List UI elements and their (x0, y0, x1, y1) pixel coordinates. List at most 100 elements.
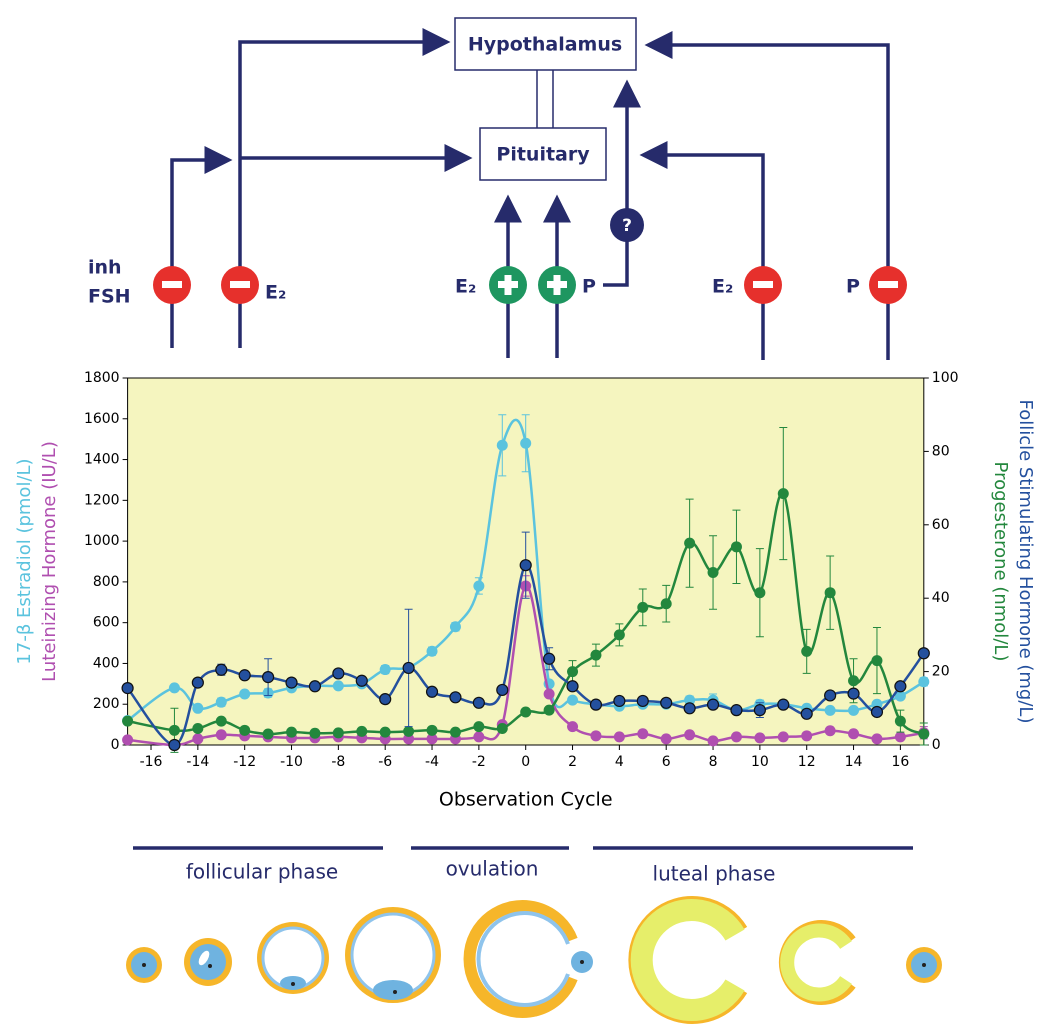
data-point (379, 664, 391, 676)
y-tick-label: 1400 (84, 452, 120, 468)
data-point (848, 675, 860, 687)
e2-label: E₂ (455, 276, 476, 298)
arrow (170, 146, 233, 348)
data-point (777, 731, 789, 743)
data-point (426, 733, 438, 745)
y-axis-label: 17-β Estradiol (pmol/L) (14, 458, 35, 664)
data-point (871, 733, 883, 745)
data-point (496, 722, 508, 734)
hypothalamus-box (454, 17, 637, 71)
follicle (257, 922, 329, 994)
y-tick-label: 1800 (84, 370, 120, 386)
data-point (543, 704, 555, 716)
data-point (824, 587, 836, 599)
follicle (184, 938, 232, 986)
x-tick-label: -12 (233, 754, 256, 770)
data-point (379, 693, 392, 706)
arrow (639, 141, 765, 360)
arrow (238, 28, 451, 348)
data-point (496, 439, 508, 451)
data-point (894, 690, 906, 702)
unknown-node (610, 208, 644, 242)
data-point (192, 702, 204, 714)
data-point (191, 676, 204, 689)
data-point (824, 689, 837, 702)
data-point (566, 680, 579, 693)
data-point (894, 715, 906, 727)
data-point (449, 726, 461, 738)
data-point (520, 706, 532, 718)
data-point (122, 734, 134, 746)
data-point (379, 726, 391, 738)
data-point (637, 728, 649, 740)
follicle (463, 900, 593, 1018)
data-point (356, 725, 368, 737)
data-point (215, 715, 227, 727)
p-label: P (582, 276, 596, 298)
data-point (684, 537, 696, 549)
data-point (472, 696, 485, 709)
stimulate-sign (489, 266, 527, 304)
data-point (590, 649, 602, 661)
data-point (730, 704, 743, 717)
fsh-label: FSH (88, 286, 131, 308)
data-point (590, 730, 602, 742)
data-point (613, 694, 626, 708)
hypothalamus-label: Hypothalamus (468, 34, 622, 56)
x-tick-label: 14 (845, 754, 863, 770)
data-point (848, 728, 860, 740)
x-tick-label: 8 (709, 754, 718, 770)
p-label: P (846, 276, 860, 298)
x-tick-label: 2 (568, 754, 577, 770)
data-point (567, 721, 579, 733)
data-point (543, 652, 556, 665)
data-point (122, 715, 134, 727)
data-point (192, 733, 204, 745)
inh-label: inh (88, 257, 122, 279)
data-point (800, 707, 813, 720)
data-point (706, 698, 720, 711)
data-point (262, 728, 274, 740)
data-point (801, 730, 813, 742)
y2-axis-label: Progesterone (nmol/L) (990, 462, 1011, 662)
data-point (332, 727, 344, 739)
pituitary-box (479, 127, 607, 181)
inhibit-sign (153, 266, 191, 304)
data-point (707, 735, 719, 747)
data-point (753, 704, 766, 717)
data-point (355, 674, 368, 687)
data-point (848, 704, 860, 716)
data-point (683, 702, 696, 715)
data-point (332, 667, 345, 680)
data-point (309, 727, 321, 739)
x-tick-label: -2 (472, 754, 486, 770)
data-point (707, 567, 719, 579)
x-axis-label: Observation Cycle (439, 789, 613, 811)
data-point (519, 559, 532, 572)
y-tick-label: 0 (111, 737, 120, 753)
y2-axis-label: Follicle Stimulating Hormone (mg/L) (1015, 400, 1036, 724)
x-tick-label: -16 (140, 754, 163, 770)
y-tick-label: 800 (93, 574, 120, 590)
data-point (613, 629, 625, 641)
inhibit-sign (744, 266, 782, 304)
data-point (215, 696, 227, 708)
data-point (918, 676, 930, 688)
phase-label: ovulation (446, 857, 539, 881)
x-tick-label: 0 (521, 754, 530, 770)
y-tick-label: 1200 (84, 492, 120, 508)
data-point (824, 725, 836, 737)
y-tick-label: 400 (93, 655, 120, 671)
data-point (449, 621, 461, 633)
data-point (684, 729, 696, 741)
data-point (425, 685, 439, 698)
x-tick-label: 16 (891, 754, 909, 770)
data-point (520, 437, 532, 449)
x-tick-label: 6 (662, 754, 671, 770)
y2-tick-label: 20 (932, 664, 950, 680)
data-point (870, 705, 884, 719)
data-point (402, 661, 415, 675)
data-point (285, 676, 298, 689)
inhibit-sign (221, 266, 259, 304)
x-tick-label: -4 (425, 754, 439, 770)
